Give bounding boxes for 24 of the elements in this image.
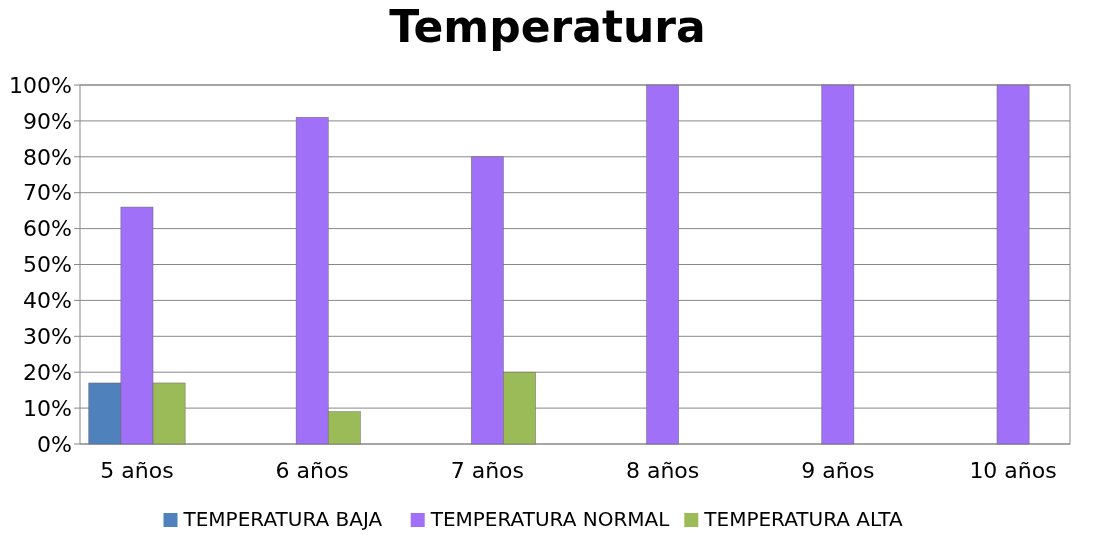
- y-tick-label: 50%: [23, 252, 72, 278]
- x-tick-label: 9 años: [801, 458, 875, 483]
- y-tick-label: 30%: [23, 324, 72, 349]
- y-tick-label: 10%: [23, 395, 72, 421]
- chart-title: Temperatura: [389, 1, 706, 52]
- x-tick-label: 8 años: [625, 458, 700, 483]
- y-tick-label: 60%: [23, 216, 72, 242]
- x-tick-label: 7 años: [450, 458, 525, 483]
- bar: [646, 84, 679, 445]
- y-tick-label: 80%: [23, 144, 72, 170]
- bar: [821, 84, 855, 445]
- y-tick-label: 0%: [37, 431, 72, 457]
- x-tick-label: 10 años: [969, 458, 1057, 483]
- legend-label: TEMPERATURA NORMAL: [429, 507, 671, 531]
- y-tick-label: 70%: [23, 180, 72, 206]
- legend-label: TEMPERATURA ALTA: [703, 507, 904, 531]
- y-tick-label: 40%: [23, 288, 72, 314]
- y-tick-label: 90%: [23, 108, 72, 134]
- legend-label: TEMPERATURA BAJA: [182, 507, 383, 531]
- y-tick-label: 100%: [9, 72, 72, 98]
- x-tick-label: 5 años: [100, 458, 174, 483]
- bar: [996, 84, 1030, 445]
- y-tick-label: 20%: [23, 359, 72, 385]
- x-tick-label: 6 años: [275, 458, 349, 483]
